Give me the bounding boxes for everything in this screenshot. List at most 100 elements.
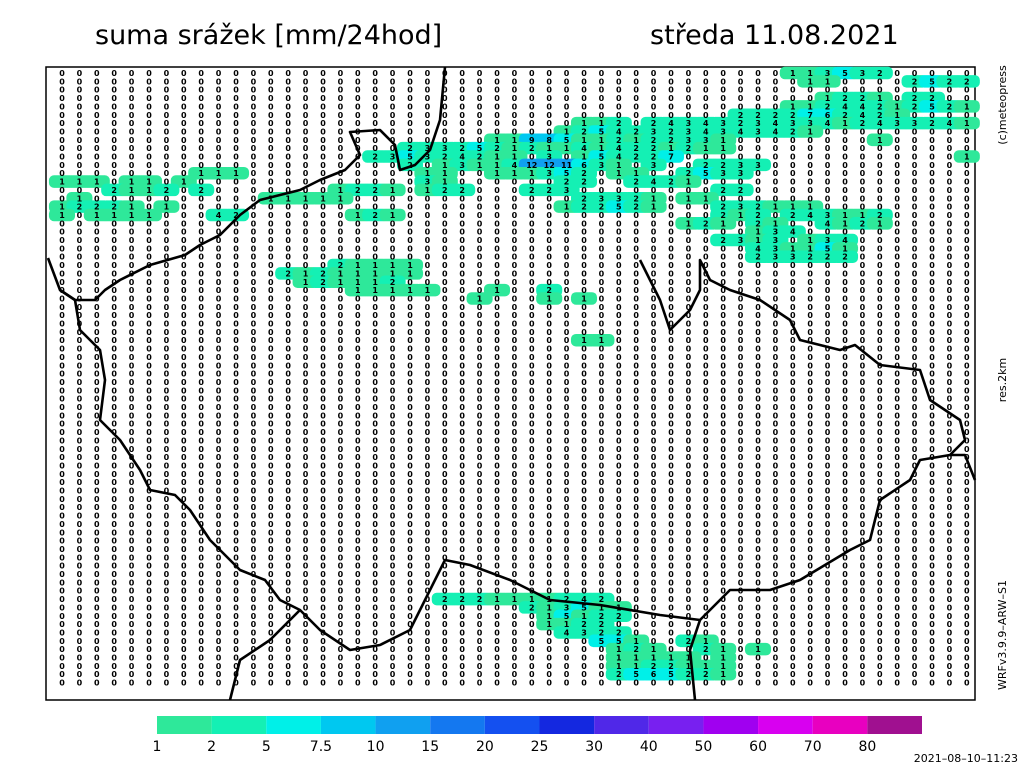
precip-value: 0 — [947, 679, 953, 688]
precip-cell — [866, 66, 893, 80]
precip-cell — [814, 75, 841, 88]
copyright: (c)meteopress — [996, 65, 1009, 145]
precip-value: 0 — [94, 679, 100, 688]
map-title: suma srážek [mm/24hod] — [95, 20, 442, 51]
legend-swatch — [375, 716, 431, 734]
precip-cell — [953, 100, 980, 113]
map-date: středa 11.08.2021 — [650, 20, 899, 51]
legend-swatch — [320, 716, 376, 734]
legend-swatch — [484, 716, 540, 734]
precip-value: 0 — [929, 679, 935, 688]
legend-label: 5 — [262, 739, 271, 755]
precip-value: 0 — [59, 679, 65, 688]
precip-value: 0 — [633, 679, 639, 688]
precip-value: 0 — [807, 679, 813, 688]
precip-value: 0 — [442, 679, 448, 688]
precip-value: 0 — [668, 679, 674, 688]
precip-value: 0 — [338, 679, 344, 688]
precip-value: 0 — [616, 679, 622, 688]
precip-value: 0 — [738, 679, 744, 688]
precip-value: 0 — [773, 679, 779, 688]
precip-value: 0 — [755, 679, 761, 688]
legend-swatch — [648, 716, 704, 734]
precip-value: 0 — [581, 679, 587, 688]
precip-value: 0 — [77, 679, 83, 688]
legend-swatch — [812, 716, 868, 734]
precip-cell — [222, 166, 250, 180]
precip-value: 0 — [894, 679, 900, 688]
legend-swatch — [539, 716, 595, 734]
precip-value: 0 — [390, 679, 396, 688]
legend-label: 2 — [207, 739, 216, 755]
precip-value: 0 — [546, 679, 552, 688]
precip-value: 0 — [720, 679, 726, 688]
precip-value: 0 — [651, 679, 657, 688]
precip-value: 0 — [529, 679, 535, 688]
legend-swatch — [703, 716, 759, 734]
legend-label: 1 — [153, 739, 162, 755]
precip-value: 0 — [355, 679, 361, 688]
legend-label: 15 — [421, 739, 439, 755]
legend-label: 40 — [640, 739, 658, 755]
precip-cell — [727, 166, 754, 180]
legend: 1 2 5 7.5 10 15 20 25 30 40 50 60 70 80 — [153, 716, 922, 755]
legend-label: 50 — [695, 739, 713, 755]
precip-cell — [953, 150, 980, 163]
timestamp: 2021–08–10–11:23 — [914, 752, 1018, 765]
precip-value: 0 — [303, 679, 309, 688]
precip-value: 0 — [494, 679, 500, 688]
precip-cell — [675, 175, 702, 188]
legend-swatch — [157, 716, 212, 734]
legend-label: 60 — [749, 739, 767, 755]
legend-swatch — [867, 716, 922, 734]
precip-value: 0 — [964, 679, 970, 688]
precip-value: 0 — [459, 679, 465, 688]
precip-value: 0 — [477, 679, 483, 688]
legend-label: 20 — [476, 739, 494, 755]
precip-value: 0 — [320, 679, 326, 688]
precip-value: 0 — [268, 679, 274, 688]
precip-value: 0 — [372, 679, 378, 688]
precip-cell — [153, 183, 180, 197]
legend-swatch — [211, 716, 267, 734]
legend-swatch — [758, 716, 813, 734]
precip-cell — [953, 75, 980, 88]
precip-value: 0 — [216, 679, 222, 688]
precip-cell — [953, 116, 980, 130]
precip-value: 0 — [146, 679, 152, 688]
precip-value: 0 — [164, 679, 170, 688]
precip-value: 0 — [198, 679, 204, 688]
precip-value: 0 — [512, 679, 518, 688]
precip-value: 0 — [825, 679, 831, 688]
precip-value: 0 — [790, 679, 796, 688]
precip-value: 0 — [686, 679, 692, 688]
legend-swatch — [266, 716, 321, 734]
legend-label: 10 — [367, 739, 385, 755]
legend-label: 80 — [858, 739, 876, 755]
legend-label: 25 — [531, 739, 549, 755]
precip-cell — [866, 133, 893, 147]
precip-value: 0 — [407, 679, 413, 688]
precip-value: 0 — [564, 679, 570, 688]
resolution: res.2km — [996, 358, 1009, 402]
legend-swatch — [430, 716, 485, 734]
precip-value: 0 — [703, 679, 709, 688]
precip-value: 0 — [251, 679, 257, 688]
precip-value: 0 — [285, 679, 291, 688]
legend-swatch — [594, 716, 649, 734]
precip-cell — [797, 125, 824, 138]
precip-cell — [188, 183, 215, 197]
precip-value: 0 — [912, 679, 918, 688]
legend-label: 70 — [804, 739, 822, 755]
precip-value: 0 — [129, 679, 135, 688]
precip-value: 0 — [425, 679, 431, 688]
precip-value: 0 — [181, 679, 187, 688]
precip-cell — [710, 141, 737, 155]
precip-value: 0 — [842, 679, 848, 688]
precip-fill-layer — [48, 66, 980, 681]
precip-value: 0 — [877, 679, 883, 688]
precip-value: 0 — [860, 679, 866, 688]
legend-label: 7.5 — [310, 739, 332, 755]
